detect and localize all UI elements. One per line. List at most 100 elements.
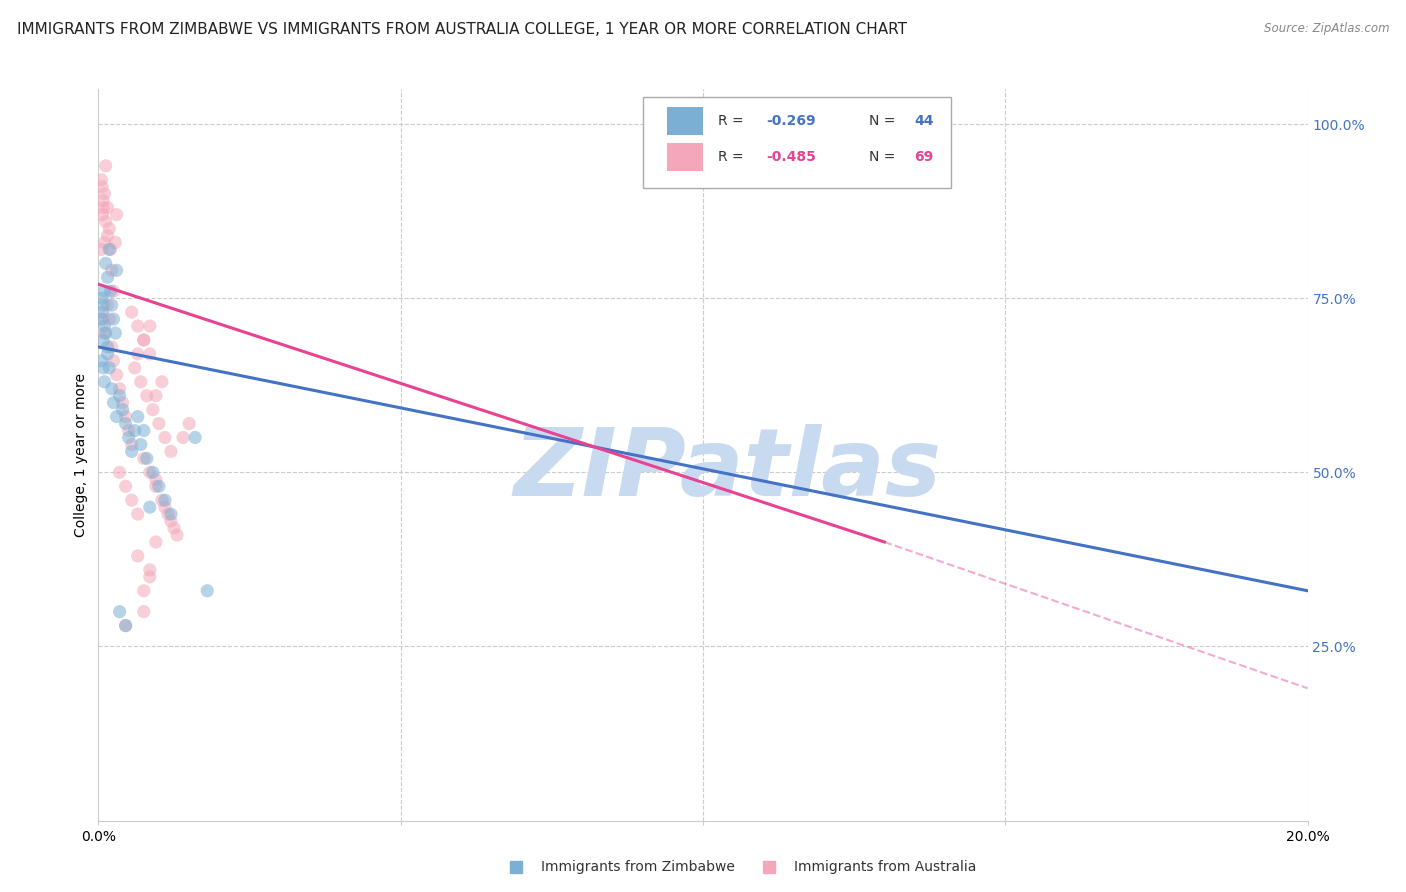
Point: [108, 466, 131, 480]
Point: [91, 305, 114, 319]
Point: [100, 340, 122, 354]
Point: [132, 424, 155, 438]
Text: N =: N =: [869, 150, 900, 164]
Point: [121, 437, 143, 451]
Point: [135, 451, 157, 466]
Text: -0.485: -0.485: [766, 150, 815, 164]
Point: [91, 194, 114, 208]
Point: [93, 186, 115, 201]
Text: R =: R =: [717, 150, 748, 164]
Point: [127, 347, 149, 361]
Point: [100, 382, 122, 396]
Point: [135, 389, 157, 403]
Point: [142, 466, 165, 480]
Point: [114, 618, 136, 632]
Point: [139, 347, 162, 361]
Point: [108, 382, 131, 396]
Point: [108, 605, 131, 619]
Point: [104, 326, 127, 340]
Point: [121, 444, 143, 458]
Text: Immigrants from Zimbabwe: Immigrants from Zimbabwe: [541, 860, 735, 874]
Text: 44: 44: [915, 113, 934, 128]
Point: [114, 618, 136, 632]
Point: [139, 500, 162, 515]
Point: [127, 549, 149, 563]
Point: [105, 409, 128, 424]
Point: [105, 208, 128, 222]
FancyBboxPatch shape: [666, 144, 703, 171]
Text: 69: 69: [915, 150, 934, 164]
Point: [91, 298, 114, 312]
Point: [100, 243, 122, 257]
Point: [156, 507, 179, 521]
Point: [103, 284, 125, 298]
Point: [150, 493, 173, 508]
Point: [163, 521, 186, 535]
Point: [100, 298, 122, 312]
Point: [94, 159, 117, 173]
Point: [139, 563, 162, 577]
Point: [93, 235, 115, 250]
Point: [153, 430, 176, 444]
Point: [90, 354, 112, 368]
Point: [127, 507, 149, 521]
FancyBboxPatch shape: [666, 107, 703, 135]
Point: [118, 424, 141, 438]
Point: [96, 340, 118, 354]
Point: [114, 417, 136, 431]
Point: [100, 263, 122, 277]
Point: [129, 437, 152, 451]
Point: [145, 479, 167, 493]
Point: [103, 312, 125, 326]
Point: [118, 430, 141, 444]
Text: N =: N =: [869, 113, 900, 128]
Point: [103, 395, 125, 409]
Point: [139, 570, 162, 584]
Point: [91, 291, 114, 305]
Point: [153, 493, 176, 508]
Point: [98, 360, 121, 375]
Point: [132, 451, 155, 466]
Point: [94, 326, 117, 340]
Point: [93, 284, 115, 298]
Point: [94, 214, 117, 228]
Text: -0.269: -0.269: [766, 113, 815, 128]
Point: [145, 472, 167, 486]
Point: [139, 319, 162, 334]
Point: [100, 284, 122, 298]
Point: [104, 235, 127, 250]
Point: [93, 375, 115, 389]
Point: [160, 444, 183, 458]
Point: [172, 430, 194, 444]
Point: [132, 333, 155, 347]
Point: [105, 263, 128, 277]
Point: [90, 312, 112, 326]
Point: [160, 514, 183, 528]
Point: [142, 402, 165, 417]
Point: [127, 409, 149, 424]
Point: [124, 424, 146, 438]
Point: [145, 535, 167, 549]
Point: [160, 507, 183, 521]
Point: [132, 333, 155, 347]
Point: [91, 201, 114, 215]
Point: [96, 298, 118, 312]
Point: [184, 430, 207, 444]
Point: [127, 319, 149, 334]
FancyBboxPatch shape: [643, 96, 950, 188]
Text: Source: ZipAtlas.com: Source: ZipAtlas.com: [1264, 22, 1389, 36]
Point: [179, 417, 201, 431]
Point: [91, 208, 114, 222]
Point: [150, 375, 173, 389]
Point: [111, 402, 134, 417]
Point: [98, 312, 121, 326]
Point: [98, 221, 121, 235]
Point: [132, 583, 155, 598]
Point: [93, 319, 115, 334]
Point: [90, 243, 112, 257]
Point: [91, 360, 114, 375]
Point: [96, 347, 118, 361]
Point: [132, 605, 155, 619]
Point: [121, 493, 143, 508]
Point: [148, 479, 170, 493]
